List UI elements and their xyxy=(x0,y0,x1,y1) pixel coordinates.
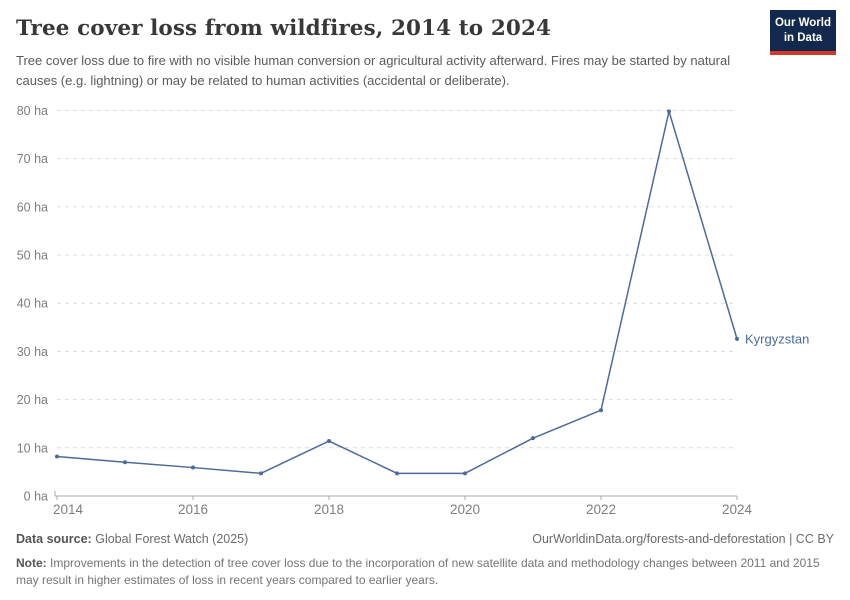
data-point[interactable] xyxy=(395,471,399,476)
data-point[interactable] xyxy=(55,454,59,459)
y-axis-tick-label: 30 ha xyxy=(17,345,48,359)
owid-logo-line2: in Data xyxy=(783,31,823,44)
footer-source-row: Data source: Global Forest Watch (2025) … xyxy=(16,532,834,546)
data-point[interactable] xyxy=(531,436,535,441)
x-axis-tick-label: 2018 xyxy=(314,502,344,517)
data-point[interactable] xyxy=(599,408,603,413)
x-axis-tick-label: 2024 xyxy=(722,502,753,517)
y-axis-tick-label: 20 ha xyxy=(17,393,48,407)
data-point[interactable] xyxy=(191,465,195,470)
y-axis-tick-label: 40 ha xyxy=(17,297,48,311)
y-axis-tick-label: 10 ha xyxy=(17,441,48,455)
footer-note: Note: Improvements in the detection of t… xyxy=(16,555,836,589)
x-axis-tick-label: 2016 xyxy=(178,502,208,517)
y-axis-tick-label: 80 ha xyxy=(17,104,48,118)
data-source-label: Data source: xyxy=(16,532,92,546)
footer-note-text: Improvements in the detection of tree co… xyxy=(16,556,820,587)
data-point[interactable] xyxy=(327,439,331,444)
y-axis-tick-label: 60 ha xyxy=(17,200,48,214)
data-point[interactable] xyxy=(123,460,127,465)
data-point[interactable] xyxy=(667,109,671,114)
owid-logo-text: Our World in Data xyxy=(770,10,836,51)
y-axis-tick-label: 0 ha xyxy=(24,490,48,504)
x-axis-tick-label: 2014 xyxy=(53,502,84,517)
data-point[interactable] xyxy=(463,471,467,476)
x-axis-tick-label: 2020 xyxy=(450,502,480,517)
y-axis-tick-label: 50 ha xyxy=(17,249,48,263)
footer-note-label: Note: xyxy=(16,556,47,570)
data-source: Data source: Global Forest Watch (2025) xyxy=(16,532,248,546)
line-chart-canvas: 0 ha 10 ha 20 ha 30 ha 40 ha 50 ha 60 ha 70 ha 8… xyxy=(17,104,810,517)
x-axis-tick-label: 2022 xyxy=(586,502,616,517)
y-axis-tick-label: 70 ha xyxy=(17,152,48,166)
attribution-link[interactable]: OurWorldinData.org/forests-and-deforesta… xyxy=(532,532,834,546)
page-title: Tree cover loss from wildfires, 2014 to … xyxy=(16,16,552,41)
data-point[interactable] xyxy=(735,336,739,341)
data-point[interactable] xyxy=(259,471,263,476)
owid-logo-stripe xyxy=(770,50,836,55)
series-end-label[interactable]: Kyrgyzstan xyxy=(745,331,809,346)
chart-subtitle: Tree cover loss due to fire with no visi… xyxy=(16,53,731,89)
line-series-kyrgyzstan[interactable] xyxy=(56,110,738,475)
owid-logo-line1: Our World xyxy=(774,17,831,29)
data-source-value: Global Forest Watch (2025) xyxy=(95,532,249,546)
owid-logo[interactable]: Our World in Data xyxy=(770,10,836,55)
